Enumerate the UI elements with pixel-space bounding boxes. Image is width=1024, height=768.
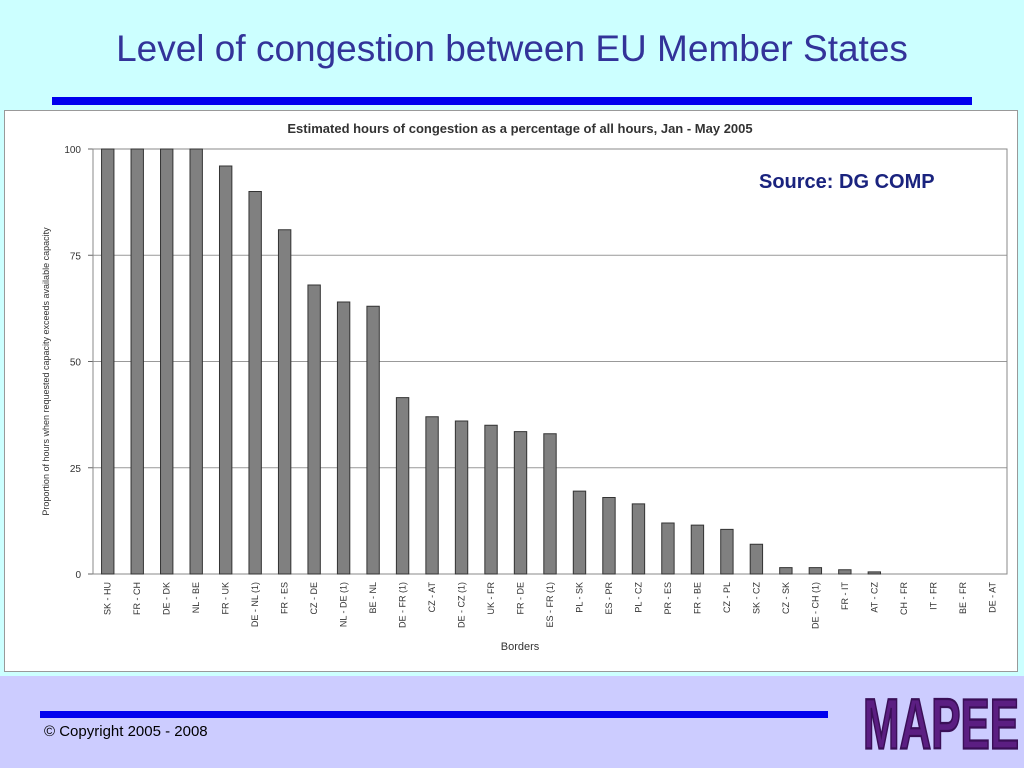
x-tick-label: SK - HU: [103, 582, 113, 615]
x-tick-label: PL - SK: [574, 582, 584, 613]
bar-cz-de: [307, 284, 321, 575]
y-tick-label: 100: [64, 145, 81, 156]
bar-fr-be: [690, 524, 705, 575]
logo-text: MAPEE: [863, 686, 1019, 765]
copyright-text: © Copyright 2005 - 2008: [44, 723, 208, 740]
x-tick-label: CZ - PL: [722, 582, 732, 613]
x-tick-label: NL - DE (1): [339, 582, 349, 627]
y-tick-label: 75: [70, 251, 82, 262]
mapee-logo: MAPEE: [862, 684, 1020, 765]
x-tick-label: FR - IT: [840, 582, 850, 610]
x-tick-label: BE - NL: [368, 582, 378, 614]
bar-pl-cz: [631, 503, 646, 575]
x-tick-label: DE - AT: [987, 582, 997, 613]
x-tick-label: FR - BE: [692, 582, 702, 614]
x-tick-label: DE - CZ (1): [457, 582, 467, 628]
x-tick-label: CZ - DE: [309, 582, 319, 615]
x-tick-label: NL - BE: [191, 582, 201, 613]
bar-de-cz-1-: [454, 420, 469, 575]
bar-pl-sk: [572, 490, 587, 575]
bar-nl-de-1-: [336, 301, 351, 575]
x-tick-label: FR - DE: [516, 582, 526, 615]
x-tick-label: PR - ES: [663, 582, 673, 615]
bar-be-nl: [366, 305, 380, 575]
x-tick-label: AT - CZ: [869, 582, 879, 613]
chart-title: Estimated hours of congestion as a perce…: [287, 121, 752, 136]
x-tick-label: FR - CH: [132, 582, 142, 615]
x-tick-label: UK - FR: [486, 582, 496, 615]
y-tick-label: 25: [70, 464, 82, 475]
bar-fr-ch: [130, 148, 144, 575]
bar-cz-pl: [720, 528, 734, 575]
bar-fr-uk: [218, 165, 233, 575]
source-label: Source: DG COMP: [759, 171, 935, 193]
x-tick-label: BE - FR: [958, 582, 968, 615]
x-tick-label: CH - FR: [899, 582, 909, 615]
bar-fr-es: [277, 229, 292, 575]
bar-sk-hu: [101, 148, 115, 575]
bar-cz-sk: [779, 567, 793, 575]
x-tick-label: CZ - AT: [427, 582, 437, 613]
x-tick-label: ES - FR (1): [545, 582, 555, 628]
x-tick-label: SK - CZ: [751, 582, 761, 615]
chart-panel: Estimated hours of congestion as a perce…: [4, 110, 1018, 672]
x-tick-label: DE - FR (1): [398, 582, 408, 628]
bar-nl-be: [189, 148, 203, 575]
x-tick-label: CZ - SK: [781, 582, 791, 614]
x-tick-label: FR - ES: [280, 582, 290, 614]
bar-cz-at: [425, 416, 439, 575]
bar-es-pr: [602, 497, 616, 575]
bar-pr-es: [661, 522, 675, 575]
footer-band: [0, 676, 1024, 768]
y-tick-label: 0: [75, 570, 81, 581]
bar-de-nl-1-: [248, 191, 262, 575]
bar-uk-fr: [484, 424, 498, 575]
x-tick-label: FR - UK: [221, 582, 231, 615]
x-tick-label: DE - DK: [162, 582, 172, 615]
bar-de-fr-1-: [395, 397, 410, 575]
bar-de-dk: [160, 148, 174, 575]
y-tick-label: 50: [70, 358, 82, 369]
x-tick-label: DE - CH (1): [810, 582, 820, 629]
footer-divider: [40, 711, 828, 718]
x-tick-label: ES - PR: [604, 582, 614, 615]
title-divider: [52, 97, 972, 105]
bar-fr-it: [838, 569, 852, 575]
bar-at-cz: [867, 571, 882, 575]
bar-es-fr-1-: [543, 433, 557, 575]
x-tick-label: PL - CZ: [633, 582, 643, 613]
slide-title: Level of congestion between EU Member St…: [116, 28, 908, 69]
bar-sk-cz: [749, 543, 764, 575]
x-tick-label: DE - NL (1): [250, 582, 260, 627]
y-axis-title: Proportion of hours when requested capac…: [41, 227, 51, 516]
x-tick-label: IT - FR: [928, 582, 938, 610]
bar-fr-de: [513, 431, 528, 575]
bar-de-ch-1-: [808, 567, 823, 575]
x-axis-title: Borders: [501, 641, 540, 653]
bar-chart: Estimated hours of congestion as a perce…: [41, 121, 1008, 653]
